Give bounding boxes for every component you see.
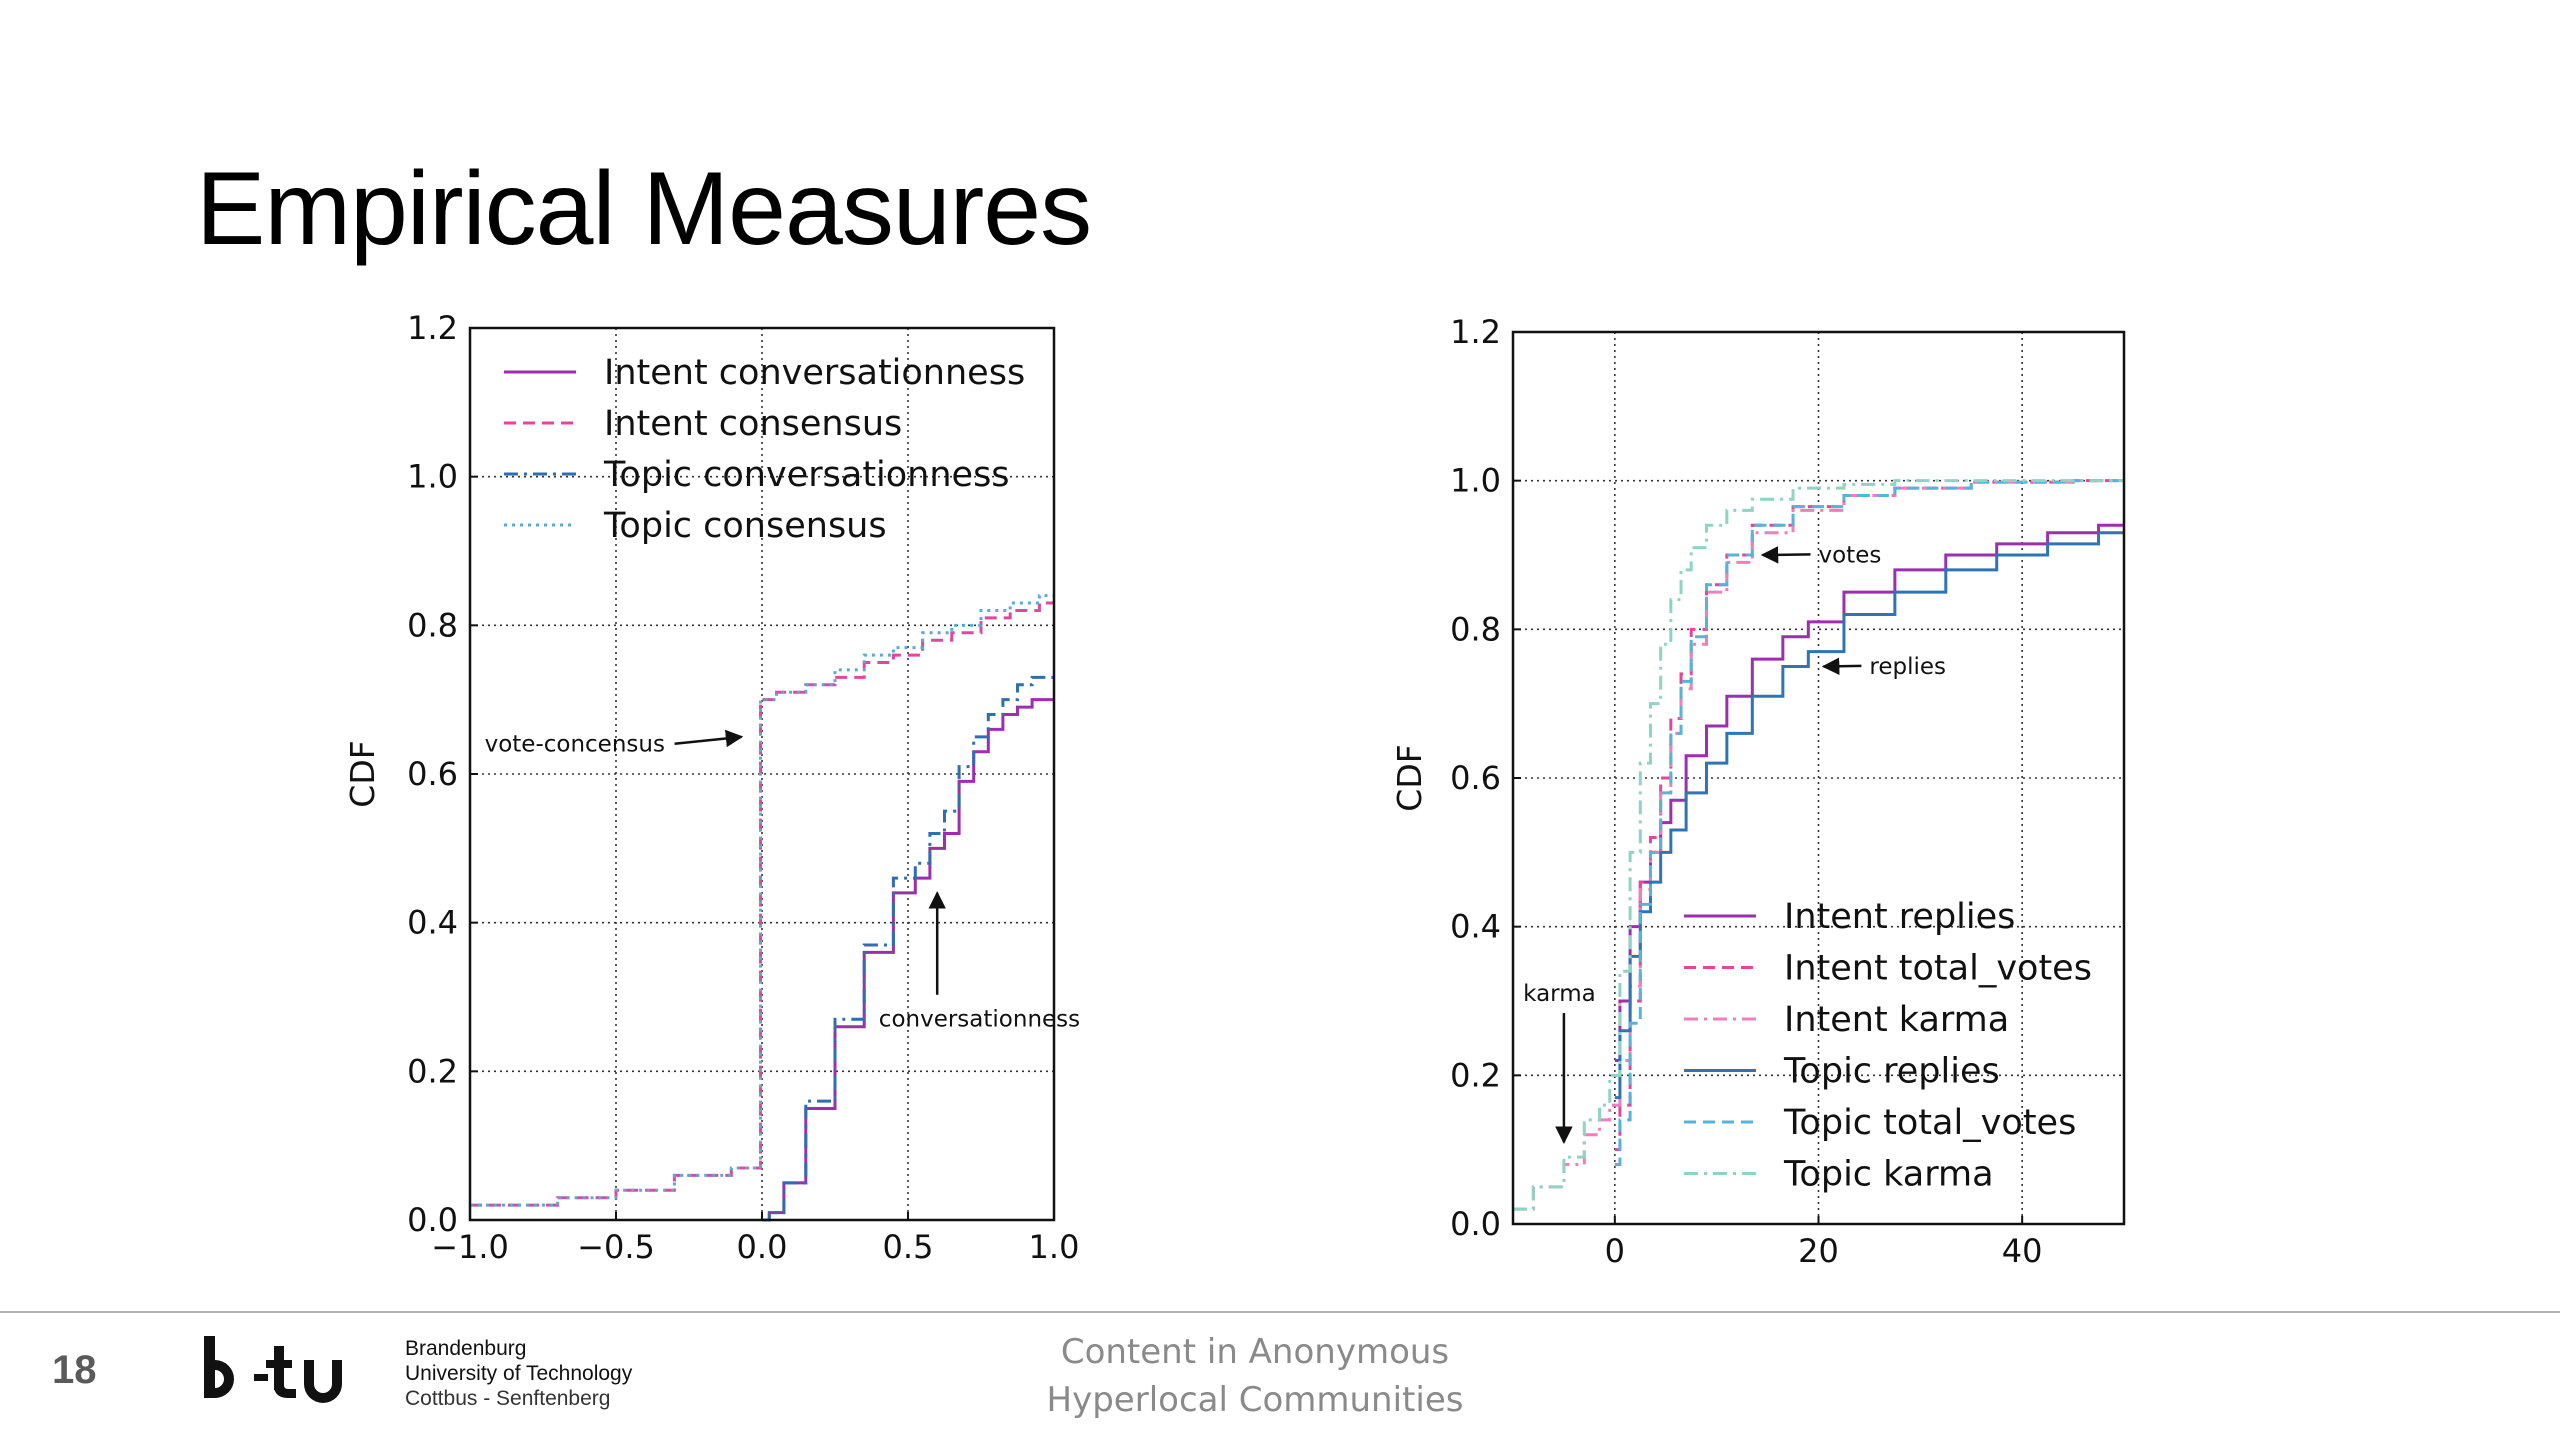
institution-line-2: University of Technology — [405, 1362, 633, 1385]
plot-frame — [1511, 330, 2126, 1226]
annotation-arrow-2 — [1821, 657, 1862, 676]
y-tick-label: 0.0 — [407, 1201, 458, 1239]
series-line-3 — [1513, 479, 2124, 1211]
y-tick-label: 0.4 — [1450, 908, 1501, 946]
legend: Intent replies Intent total_votes Intent k… — [1684, 897, 2092, 1195]
y-tick-label: 0.2 — [1450, 1056, 1501, 1094]
legend-label-4: Topic replies — [1783, 1052, 2000, 1092]
legend-label-1: Intent replies — [1784, 897, 2015, 937]
y-tick-label: 0.0 — [1450, 1205, 1501, 1243]
legend: Intent conversationness Intent consensus T… — [504, 353, 1025, 546]
y-tick-label: 1.0 — [407, 458, 458, 496]
slide-title: Empirical Measures — [196, 151, 1092, 267]
y-tick-label: 1.2 — [407, 309, 458, 347]
footer-caption: Content in Anonymous Hyperlocal Communit… — [1000, 1328, 1510, 1424]
plot-frame — [468, 326, 1056, 1222]
footer-divider — [0, 1311, 2560, 1313]
footer-caption-line-1: Content in Anonymous — [1060, 1332, 1450, 1372]
x-tick-label: 0.5 — [883, 1228, 934, 1266]
legend-label-2: Intent consensus — [604, 404, 902, 444]
y-tick-label: 0.8 — [407, 606, 458, 644]
legend-label-5: Topic total_votes — [1783, 1103, 2076, 1143]
y-tick-label: 0.6 — [407, 755, 458, 793]
legend-label-3: Topic conversationness — [603, 455, 1010, 495]
series-line-2 — [1614, 479, 2124, 1152]
annotation-label-1: votes — [1819, 542, 1882, 568]
y-tick-label: 1.2 — [1450, 313, 1501, 351]
y-axis-label: CDF — [343, 740, 382, 807]
y-axis-label: CDF — [1390, 744, 1429, 811]
y-tick-label: 0.6 — [1450, 759, 1501, 797]
y-tick-label: 0.2 — [407, 1052, 458, 1090]
legend-label-4: Topic consensus — [603, 506, 887, 546]
y-tick-label: 0.8 — [1450, 610, 1501, 648]
institution-line-3: Cottbus - Senftenberg — [405, 1387, 611, 1410]
annotation-label-1: vote-concensus — [485, 732, 665, 758]
institution-name: Brandenburg University of Technology Cot… — [405, 1336, 632, 1411]
annotation-label-2: conversationness — [879, 1007, 1080, 1033]
x-tick-label: 40 — [2002, 1232, 2043, 1270]
x-tick-label: 0.0 — [737, 1228, 788, 1266]
annotation-arrow-1 — [1760, 546, 1811, 564]
chart-left: −1.0 −0.5 0.0 0.5 1.0 0.0 0.2 0.4 0.6 0.8 1.0 1.2 CD… — [343, 309, 1080, 1266]
x-tick-label: −0.5 — [577, 1228, 655, 1266]
y-tick-label: 0.4 — [407, 904, 458, 942]
page-number: 18 — [52, 1348, 97, 1392]
footer-caption-line-2: Hyperlocal Communities — [1046, 1380, 1464, 1420]
series-line-1 — [762, 698, 1054, 1222]
annotation-label-3: karma — [1523, 981, 1596, 1007]
x-tick-label: 1.0 — [1029, 1228, 1080, 1266]
legend-label-6: Topic karma — [1783, 1155, 1994, 1195]
series-line-6 — [1513, 479, 2124, 1211]
institution-line-1: Brandenburg — [405, 1337, 527, 1360]
legend-label-2: Intent total_votes — [1784, 949, 2092, 989]
series-line-4 — [470, 594, 1054, 1207]
x-tick-label: 0 — [1605, 1232, 1625, 1270]
annotation-label-2: replies — [1869, 654, 1946, 680]
x-tick-label: −1.0 — [431, 1228, 509, 1266]
legend-label-3: Intent karma — [1784, 1000, 2009, 1040]
chart-right: 0 20 40 0.0 0.2 0.4 0.6 0.8 1.0 1.2 CDF Intent repl… — [1390, 313, 2126, 1270]
btu-logo: b-tu — [204, 1336, 342, 1403]
series-line-2 — [470, 601, 1054, 1207]
series-line-3 — [762, 675, 1054, 1222]
series-line-4 — [1614, 531, 2124, 1100]
series-line-5 — [1614, 479, 2124, 1167]
annotation-arrow-1 — [674, 729, 744, 748]
y-tick-label: 1.0 — [1450, 462, 1501, 500]
series-line-1 — [1614, 523, 2124, 1062]
x-tick-label: 20 — [1798, 1232, 1839, 1270]
legend-label-1: Intent conversationness — [604, 353, 1025, 393]
